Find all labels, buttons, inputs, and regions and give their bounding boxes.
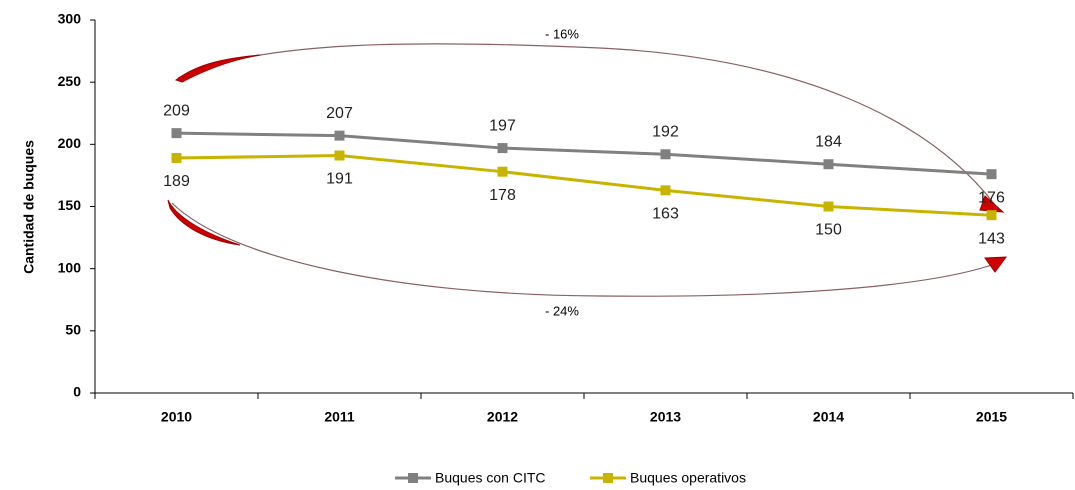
data-label: 191 (326, 171, 353, 188)
series-line (176, 154, 992, 217)
marker (660, 149, 671, 160)
data-label: 192 (652, 123, 679, 140)
y-tick-label: 300 (58, 11, 82, 27)
series-line (176, 131, 992, 176)
legend-label: Buques operativos (630, 470, 746, 486)
y-tick-label: 0 (73, 384, 81, 400)
marker (986, 210, 997, 221)
y-axis-label: Cantidad de buques (21, 140, 37, 274)
y-tick-label: 200 (58, 135, 82, 151)
x-tick-label: 2014 (813, 409, 844, 425)
data-label: 176 (978, 189, 1005, 206)
marker (660, 185, 671, 196)
data-label: 184 (815, 133, 842, 150)
x-tick-label: 2011 (324, 409, 355, 425)
legend-marker (408, 473, 418, 483)
x-tick-label: 2012 (487, 409, 518, 425)
legend-label: Buques con CITC (435, 470, 546, 486)
data-label: 143 (978, 230, 1005, 247)
marker (823, 159, 834, 170)
data-label: 189 (163, 173, 190, 190)
marker (334, 150, 345, 161)
marker (823, 201, 834, 212)
data-label: 207 (326, 105, 353, 122)
marker (497, 166, 508, 177)
x-tick-label: 2015 (976, 409, 1007, 425)
y-tick-label: 150 (58, 197, 82, 213)
annotation: - 24% (545, 303, 579, 318)
y-tick-label: 250 (58, 73, 82, 89)
marker (334, 130, 345, 141)
data-label: 150 (815, 222, 842, 239)
data-label: 178 (489, 187, 516, 204)
x-tick-label: 2013 (650, 409, 681, 425)
marker (171, 153, 182, 164)
marker (986, 169, 997, 180)
marker (171, 128, 182, 139)
decoration (167, 43, 1008, 297)
y-tick-label: 100 (58, 259, 82, 275)
annotation: - 16% (545, 26, 579, 41)
data-label: 163 (652, 206, 679, 223)
y-tick-label: 50 (65, 322, 81, 338)
x-tick-label: 2010 (161, 409, 192, 425)
marker (497, 143, 508, 154)
data-label: 209 (163, 102, 190, 119)
legend-marker (603, 473, 613, 483)
data-label: 197 (489, 117, 516, 134)
